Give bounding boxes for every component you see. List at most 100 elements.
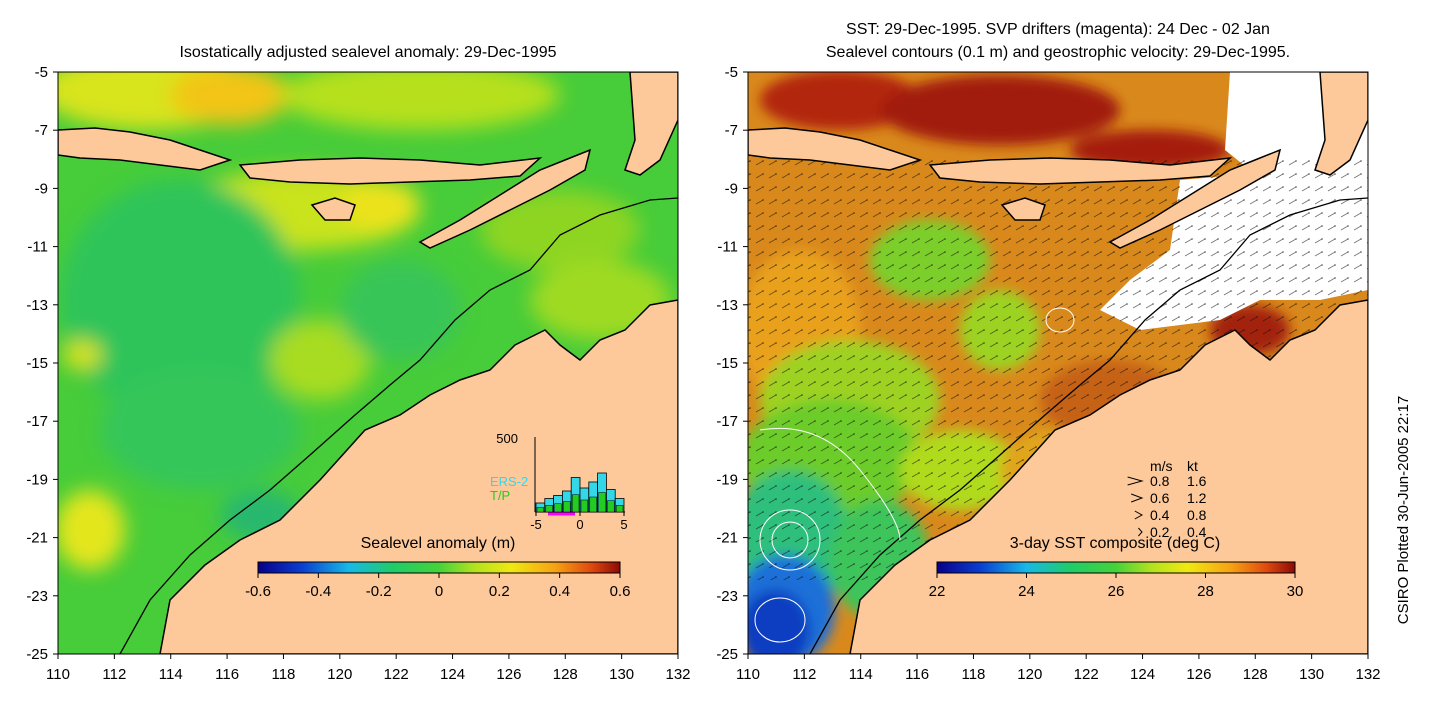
right-colorbar (936, 561, 1296, 574)
right-y-tick-label: -23 (716, 588, 738, 605)
altimeter-histogram: 500 ERS-2 T/P -5 0 5 (490, 431, 628, 532)
right-y-tick-label: -9 (725, 180, 738, 197)
right-java-island (748, 127, 923, 171)
right-x-tick-label: 132 (1355, 666, 1380, 683)
right-colorbar-tick-label: 24 (1018, 583, 1035, 600)
left-panel-title: Isostatically adjusted sealevel anomaly:… (179, 44, 556, 61)
right-sumba-island (1000, 197, 1046, 221)
right-x-tick-label: 110 (736, 666, 760, 683)
velocity-legend: m/s kt 0.8 1.60.6 1.20.4 0.80.2 0.4 (1127, 458, 1207, 540)
right-x-tick-label: 120 (1017, 666, 1042, 683)
left-x-tick-label: 114 (159, 666, 183, 683)
right-colorbar-tick-label: 22 (929, 583, 946, 600)
left-y-tick-label: -13 (26, 297, 48, 314)
histogram-x-tick-label: 0 (576, 517, 583, 532)
left-lesser-sunda (238, 156, 543, 185)
plot-credit: CSIRO Plotted 30-Jun-2005 22:17 (1395, 396, 1412, 624)
left-x-tick-label: 122 (384, 666, 409, 683)
right-timor-island (1108, 148, 1282, 249)
left-y-tick-label: -15 (26, 355, 48, 372)
left-x-tick-label: 120 (327, 666, 352, 683)
left-colorbar-tick-label: 0.2 (489, 583, 510, 600)
left-y-tick-label: -9 (35, 180, 48, 197)
velocity-legend-kt-value: 1.6 (1187, 473, 1207, 489)
right-colorbar-tick-label: 28 (1197, 583, 1214, 600)
velocity-legend-ms-value: 0.4 (1150, 507, 1170, 523)
velocity-legend-arrow-icon (1138, 527, 1143, 537)
left-x-tick-label: 124 (440, 666, 465, 683)
right-colorbar-label: 3-day SST composite (deg C) (1010, 535, 1220, 552)
histogram-x-tick-label: 5 (620, 517, 627, 532)
right-y-tick-label: -7 (725, 122, 738, 139)
right-y-tick-label: -19 (716, 471, 738, 488)
right-map (748, 72, 1368, 654)
right-x-tick-label: 124 (1130, 666, 1155, 683)
left-y-tick-label: -21 (26, 530, 48, 547)
left-x-tick-label: 112 (102, 666, 126, 683)
histogram-bar-tp (580, 499, 589, 513)
histogram-legend-tp: T/P (490, 488, 510, 503)
left-shelf-contour (119, 197, 678, 654)
right-x-axis: 110 112 114 116 118 120 122 124 126 128 130 132 (736, 654, 1381, 683)
histogram-legend-ers2: ERS-2 (490, 474, 528, 489)
histogram-bar-tp (589, 496, 597, 513)
left-y-tick-label: -17 (26, 413, 48, 430)
left-colorbar-tick-label: -0.6 (245, 583, 271, 600)
left-colorbar-tick-label: -0.2 (366, 583, 392, 600)
sealevel-contours (754, 307, 1075, 643)
left-colorbar-tick-label: 0.4 (549, 583, 570, 600)
left-x-tick-label: 128 (553, 666, 578, 683)
left-x-tick-label: 110 (46, 666, 70, 683)
right-x-tick-label: 118 (961, 666, 985, 683)
left-colorbar-tick-label: -0.4 (305, 583, 331, 600)
left-x-tick-label: 118 (271, 666, 295, 683)
left-x-tick-label: 130 (609, 666, 634, 683)
histogram-bar-tp (598, 492, 606, 513)
histogram-bars (535, 472, 625, 513)
velocity-legend-kt-value: 0.4 (1187, 524, 1207, 540)
right-x-tick-label: 130 (1299, 666, 1324, 683)
right-y-tick-label: -17 (716, 413, 738, 430)
left-sumba-island (310, 197, 356, 221)
right-northeast-land (1314, 72, 1368, 176)
left-x-tick-label: 126 (496, 666, 521, 683)
right-panel-title-line2: Sealevel contours (0.1 m) and geostrophi… (826, 44, 1290, 61)
histogram-x-tick-label: -5 (530, 517, 542, 532)
right-colorbar-ticks: 22 24 26 28 30 (929, 573, 1303, 600)
velocity-legend-arrow-icon (1127, 476, 1144, 486)
left-java-island (58, 127, 233, 171)
velocity-legend-ms-value: 0.8 (1150, 473, 1170, 489)
histogram-bar-tp (571, 494, 580, 513)
right-x-tick-label: 126 (1186, 666, 1211, 683)
right-y-tick-label: -13 (716, 297, 738, 314)
right-y-tick-label: -21 (716, 530, 738, 547)
right-panel-title-line1: SST: 29-Dec-1995. SVP drifters (magenta)… (846, 21, 1270, 38)
right-y-tick-label: -25 (716, 646, 738, 663)
left-y-tick-label: -23 (26, 588, 48, 605)
histogram-bar-tp (545, 505, 553, 513)
velocity-legend-arrow-icon (1134, 510, 1144, 520)
right-x-tick-label: 122 (1074, 666, 1099, 683)
right-x-tick-label: 128 (1243, 666, 1268, 683)
histogram-x-axis: -5 0 5 (530, 512, 628, 532)
left-y-tick-label: -25 (26, 646, 48, 663)
histogram-bar-tp (615, 505, 624, 513)
left-colorbar-tick-label: 0 (435, 583, 443, 600)
velocity-legend-header-ms: m/s (1150, 458, 1173, 474)
right-y-tick-label: -5 (725, 64, 738, 81)
left-colorbar-ticks: -0.6 -0.4 -0.2 0 0.2 0.4 0.6 (245, 573, 630, 600)
left-colorbar (257, 561, 621, 574)
right-x-tick-label: 112 (792, 666, 816, 683)
left-y-tick-label: -19 (26, 471, 48, 488)
left-y-tick-label: -7 (35, 122, 48, 139)
velocity-legend-ms-value: 0.6 (1150, 490, 1170, 506)
velocity-legend-kt-value: 0.8 (1187, 507, 1207, 523)
left-northeast-land (624, 72, 678, 176)
right-y-tick-label: -15 (716, 355, 738, 372)
histogram-bar-tp (536, 507, 545, 513)
histogram-bar-tp (554, 503, 562, 513)
right-y-axis: -5 -7 -9 -11 -13 -15 -17 -19 -21 -23 -25 (716, 64, 748, 663)
left-x-tick-label: 132 (665, 666, 690, 683)
left-colorbar-tick-label: 0.6 (610, 583, 631, 600)
right-colorbar-tick-label: 26 (1108, 583, 1125, 600)
